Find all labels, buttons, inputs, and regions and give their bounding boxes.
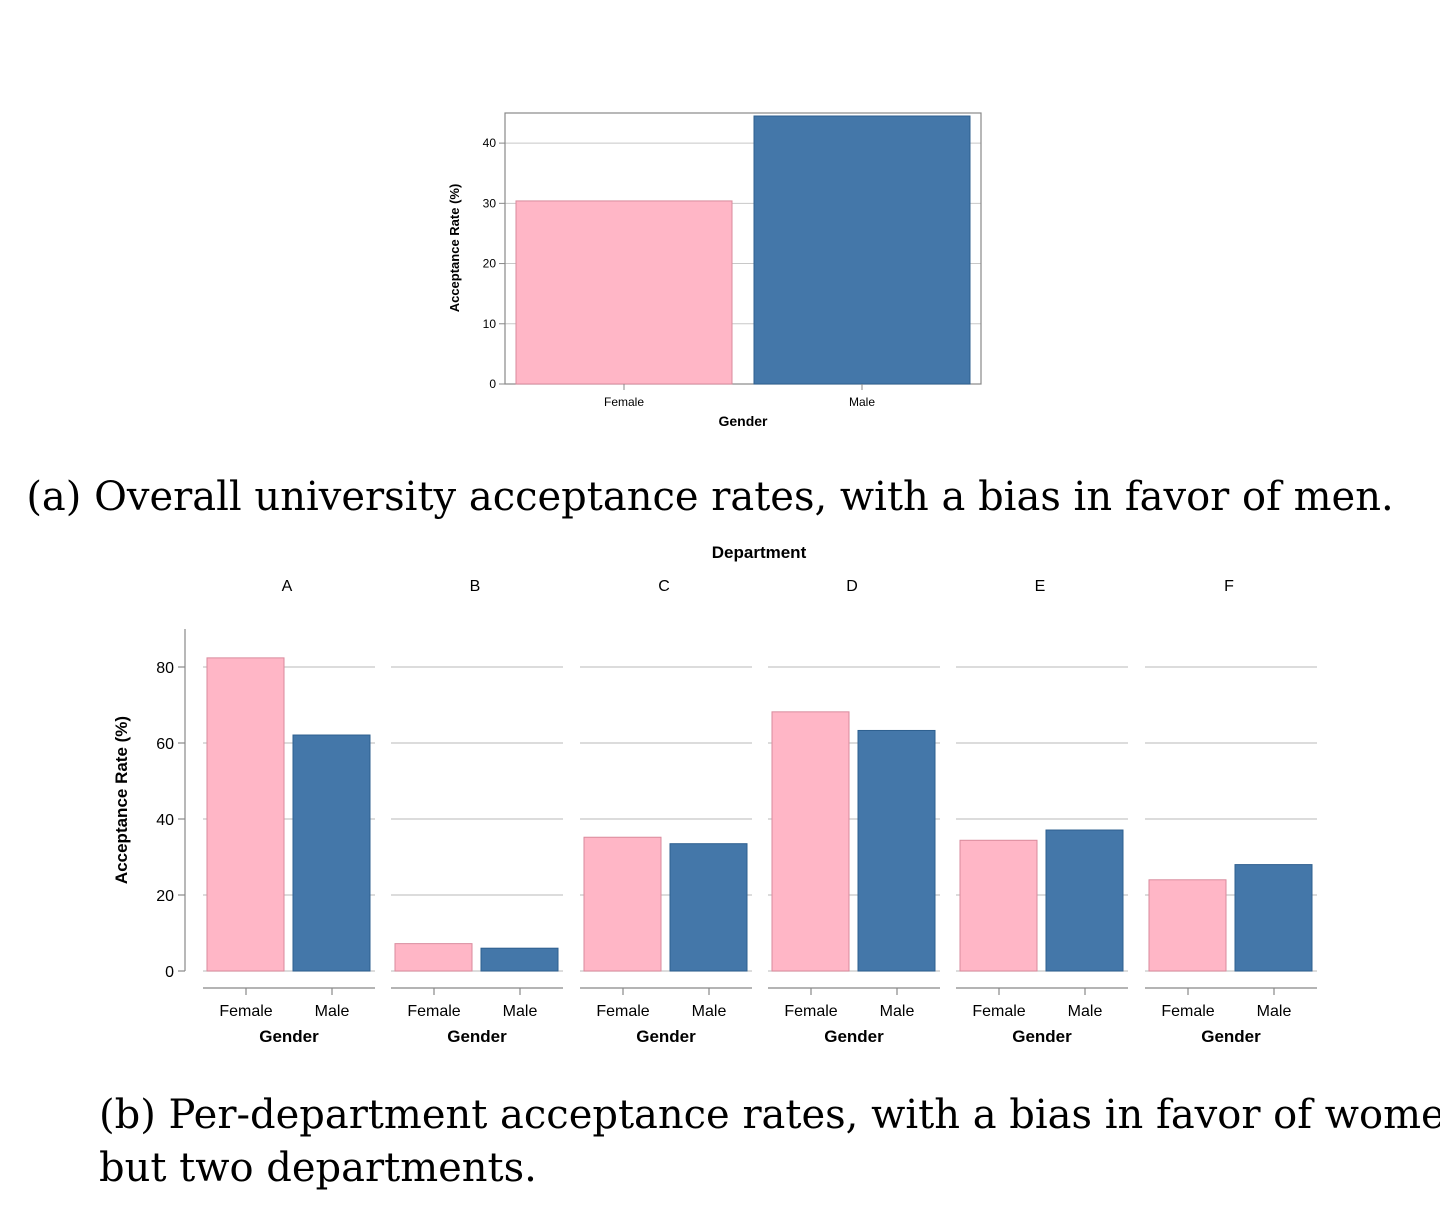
- facet-f: F Female Male Gender: [1145, 578, 1317, 1046]
- b-x-tick-label: Female: [784, 1003, 837, 1020]
- b-x-axis-title: Gender: [259, 1027, 319, 1046]
- bar-b-female: [394, 943, 473, 972]
- b-x-axis-title: Gender: [824, 1027, 884, 1046]
- bar-a-female: [206, 657, 285, 972]
- b-y-tick-label: 20: [156, 888, 174, 905]
- b-x-axis-title: Gender: [1012, 1027, 1072, 1046]
- a-y-axis-title: Acceptance Rate (%): [447, 184, 462, 313]
- b-x-tick-label: Male: [503, 1003, 538, 1020]
- a-x-tick-label: Male: [849, 395, 875, 409]
- b-x-tick-label: Female: [1161, 1003, 1214, 1020]
- a-x-axis-title: Gender: [718, 413, 768, 429]
- bar-f-female: [1148, 879, 1227, 972]
- a-bar-male: [753, 115, 971, 385]
- facet-a: A Female Male Gender: [203, 578, 375, 1046]
- bar-d-female: [771, 711, 850, 972]
- caption-b-line2: but two departments.: [99, 1145, 537, 1191]
- facet-e: E Female Male Gender: [956, 578, 1128, 1046]
- b-y-axis-title: Acceptance Rate (%): [112, 716, 131, 884]
- b-y-tick-label: 40: [156, 812, 174, 829]
- facet-title: C: [658, 578, 670, 595]
- b-x-axis-title: Gender: [636, 1027, 696, 1046]
- b-y-tick-label: 60: [156, 736, 174, 753]
- facet-title: D: [846, 578, 858, 595]
- facet-c: C Female Male Gender: [580, 578, 752, 1046]
- b-x-tick-label: Female: [407, 1003, 460, 1020]
- b-x-tick-label: Male: [880, 1003, 915, 1020]
- bar-f-male: [1234, 864, 1313, 972]
- b-x-axis-title: Gender: [447, 1027, 507, 1046]
- bar-b-male: [480, 947, 559, 972]
- facet-title: E: [1035, 578, 1046, 595]
- b-x-tick-label: Female: [972, 1003, 1025, 1020]
- b-x-tick-label: Female: [219, 1003, 272, 1020]
- b-facet-header: Department: [712, 543, 807, 562]
- bar-a-male: [292, 734, 371, 972]
- a-plot-frame: [504, 112, 982, 385]
- b-y-tick-label: 0: [165, 964, 174, 981]
- bar-c-female: [583, 836, 662, 972]
- bar-e-male: [1045, 829, 1124, 972]
- a-bars: [515, 115, 971, 385]
- a-y-tick-label: 20: [483, 257, 497, 271]
- b-x-tick-label: Male: [1257, 1003, 1292, 1020]
- a-x-axis: Female Male: [604, 384, 875, 409]
- a-bar-female: [515, 200, 733, 385]
- a-y-tick-label: 30: [483, 196, 497, 210]
- a-y-tick-label: 0: [489, 377, 496, 391]
- b-x-axis-title: Gender: [1201, 1027, 1261, 1046]
- facet-b: B Female Male Gender: [391, 578, 563, 1046]
- caption-b-line1: (b) Per-department acceptance rates, wit…: [99, 1092, 1440, 1138]
- a-y-tick-label: 40: [483, 136, 497, 150]
- bar-d-male: [857, 729, 936, 972]
- facet-title: A: [282, 578, 293, 595]
- facet-title: B: [470, 578, 481, 595]
- per-department-chart: Department A Female Male Gender B Female Male G…: [112, 543, 1317, 1046]
- bar-c-male: [669, 843, 748, 972]
- overall-acceptance-chart: 0 10 20 30 40 Female Male Acceptance Rate (%)…: [447, 112, 982, 429]
- b-y-tick-label: 80: [156, 660, 174, 677]
- a-y-axis: 0 10 20 30 40: [483, 136, 505, 391]
- b-x-tick-label: Female: [596, 1003, 649, 1020]
- facet-d: D Female Male Gender: [768, 578, 940, 1046]
- a-x-tick-label: Female: [604, 395, 644, 409]
- b-x-tick-label: Male: [315, 1003, 350, 1020]
- b-x-tick-label: Male: [692, 1003, 727, 1020]
- facet-title: F: [1224, 578, 1234, 595]
- b-y-axis: 0 20 40 60 80: [156, 629, 186, 981]
- b-x-tick-label: Male: [1068, 1003, 1103, 1020]
- bar-e-female: [959, 839, 1038, 972]
- a-y-tick-label: 10: [483, 317, 497, 331]
- b-facets: A Female Male Gender B Female Male Gender C Femal…: [203, 578, 1317, 1046]
- caption-a: (a) Overall university acceptance rates,…: [26, 474, 1393, 520]
